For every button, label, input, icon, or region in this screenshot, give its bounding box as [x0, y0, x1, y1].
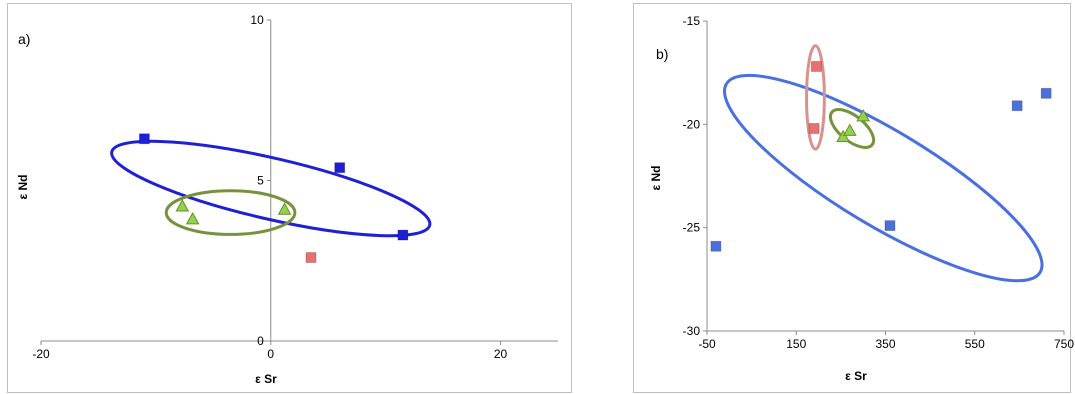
data-point-triangle [277, 202, 292, 215]
data-point-triangle [842, 123, 857, 136]
y-tick-label: 0 [257, 334, 264, 348]
y-tick-label: -30 [683, 324, 701, 338]
y-tick-label: -25 [683, 221, 701, 235]
x-tick-label: 350 [875, 337, 895, 351]
x-tick-label: 150 [786, 337, 806, 351]
x-tick-label: 0 [267, 347, 274, 361]
y-tick-label: -20 [683, 117, 701, 131]
panel-label: a) [18, 31, 30, 47]
data-point-square [334, 162, 346, 174]
data-point-triangle [185, 211, 200, 225]
chart-b-svg: -50 150 350 550 750 -15 -20 -25 -30 b) ε Sr ε Nd [649, 14, 1074, 383]
y-axis-label: ε Nd [16, 174, 30, 199]
data-point-triangle [836, 129, 850, 143]
data-point-square [810, 61, 822, 72]
panel-label: b) [656, 46, 668, 62]
y-tick-label: 10 [250, 13, 264, 27]
data-point-triangle [175, 199, 190, 212]
data-point-square [1011, 100, 1023, 112]
data-point-square [1040, 87, 1052, 99]
x-tick-label: -20 [32, 347, 50, 361]
x-tick-label: 750 [1054, 337, 1074, 351]
x-axis-label: ε Sr [255, 372, 277, 386]
chart-a-svg: -20 0 20 0 5 10 a) ε Sr ε Nd [16, 13, 558, 386]
x-axis-label: ε Sr [845, 369, 867, 383]
x-tick-label: 550 [965, 337, 985, 351]
y-tick-label: -15 [683, 14, 701, 28]
y-axis-label: ε Nd [649, 165, 663, 190]
chart-panel-b: -50 150 350 550 750 -15 -20 -25 -30 b) ε Sr ε Nd [633, 3, 1074, 393]
chart-panel-a: -20 0 20 0 5 10 a) ε Sr ε Nd [7, 3, 572, 393]
grouping-ellipse [805, 44, 826, 151]
data-point-square [138, 133, 150, 145]
x-tick-label: -50 [698, 337, 716, 351]
data-point-square [397, 229, 409, 241]
x-tick-label: 20 [494, 347, 508, 361]
data-point-square [710, 240, 722, 252]
grouping-ellipse [164, 189, 297, 236]
data-point-square [884, 220, 896, 232]
grouping-ellipse [110, 139, 432, 238]
data-point-square [305, 252, 317, 263]
y-tick-label: 5 [257, 174, 264, 188]
data-point-triangle [856, 109, 871, 122]
grouping-ellipse [723, 73, 1044, 283]
data-point-square [808, 123, 820, 134]
